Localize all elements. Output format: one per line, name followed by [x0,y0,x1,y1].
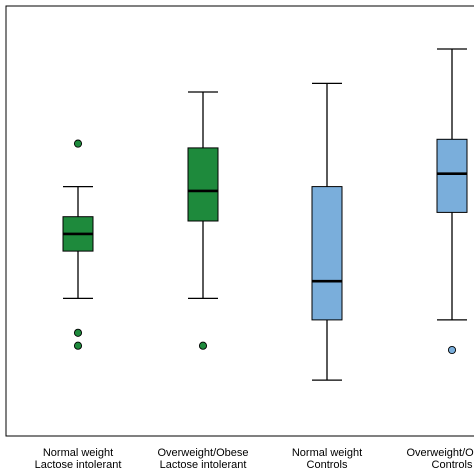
outlier-point [73,139,83,148]
outlier-point [73,341,83,350]
outlier-point [73,328,83,337]
category-label-line1: Overweight/Obese [157,447,248,459]
category-label-line2: Lactose intolerant [160,459,247,471]
category-label-line2: Controls [432,459,473,471]
plot-frame [5,5,474,437]
outlier-point [198,341,208,350]
category-labels: Normal weight Lactose intolerant Overwei… [35,447,474,471]
boxes-layer [62,48,468,381]
category-label-line1: Normal weight [43,447,113,459]
category-label-line1: Normal weight [292,447,362,459]
box-iqr [311,186,343,321]
category-label-line2: Controls [307,459,348,471]
category-label-line2: Lactose intolerant [35,459,122,471]
box-iqr [187,147,219,222]
outlier-point [447,345,457,355]
category-label-line1: Overweight/Obese [406,447,474,459]
box-iqr [436,138,468,213]
